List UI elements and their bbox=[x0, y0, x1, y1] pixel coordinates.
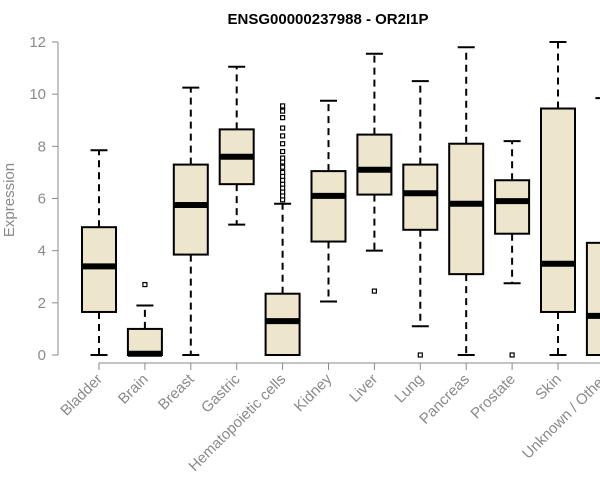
outlier-point bbox=[280, 155, 286, 161]
box-prostate bbox=[494, 140, 531, 358]
iqr-box bbox=[402, 163, 439, 231]
outlier-point bbox=[280, 103, 286, 109]
outlier-point bbox=[280, 164, 286, 170]
box-pancreas bbox=[448, 46, 485, 356]
iqr-box bbox=[540, 107, 576, 313]
y-tick-label: 4 bbox=[38, 243, 46, 260]
box-hematopoietic-cells bbox=[264, 103, 301, 356]
y-tick-label: 10 bbox=[29, 86, 46, 103]
x-tick-label: Skin bbox=[532, 371, 565, 404]
outlier-point bbox=[280, 169, 286, 176]
x-tick-label: Bladder bbox=[57, 371, 106, 420]
iqr-box bbox=[264, 292, 301, 356]
iqr-box bbox=[310, 170, 347, 243]
iqr-box bbox=[356, 133, 393, 196]
y-axis: 0 2 4 6 8 10 12 bbox=[29, 34, 59, 364]
chart-title: ENSG00000237988 - OR2I1P bbox=[228, 11, 429, 28]
outlier-point bbox=[142, 281, 148, 288]
box-unknown-other bbox=[585, 97, 600, 356]
outlier-point bbox=[371, 288, 377, 294]
box-bladder bbox=[81, 149, 117, 356]
x-tick-label: Gastric bbox=[198, 370, 244, 416]
iqr-box bbox=[126, 327, 163, 356]
plot-area bbox=[81, 41, 600, 358]
x-tick-label: Pancreas bbox=[416, 371, 473, 428]
iqr-box bbox=[172, 163, 209, 256]
x-tick-label: Lung bbox=[392, 371, 428, 407]
y-tick-label: 8 bbox=[38, 138, 46, 155]
y-axis-label: Expression bbox=[1, 163, 18, 237]
iqr-box bbox=[494, 179, 531, 235]
outlier-point bbox=[280, 115, 286, 121]
y-tick-label: 6 bbox=[38, 191, 46, 208]
box-gastric bbox=[218, 65, 255, 226]
box-liver bbox=[356, 52, 393, 294]
box-lung bbox=[402, 80, 439, 358]
outlier-point bbox=[280, 125, 286, 131]
box-skin bbox=[540, 41, 576, 356]
y-tick-label: 2 bbox=[38, 295, 46, 312]
iqr-box bbox=[585, 241, 600, 356]
x-tick-label: Liver bbox=[346, 371, 381, 406]
outlier-point bbox=[280, 133, 286, 139]
x-tick-label: Prostate bbox=[467, 371, 519, 423]
iqr-box bbox=[81, 226, 117, 313]
outlier-point bbox=[509, 352, 515, 358]
outlier-point bbox=[280, 148, 286, 155]
y-tick-label: 0 bbox=[38, 347, 46, 364]
outlier-point bbox=[417, 352, 423, 358]
y-tick-label: 12 bbox=[29, 34, 46, 51]
iqr-box bbox=[448, 142, 485, 276]
box-breast bbox=[172, 86, 209, 356]
outlier-point bbox=[280, 141, 286, 147]
x-tick-label: Kidney bbox=[291, 370, 336, 415]
box-kidney bbox=[310, 99, 347, 303]
outlier-point bbox=[280, 108, 286, 114]
x-tick-label: Brain bbox=[115, 371, 152, 408]
box-brain bbox=[126, 281, 163, 357]
x-tick-label: Breast bbox=[155, 370, 198, 413]
